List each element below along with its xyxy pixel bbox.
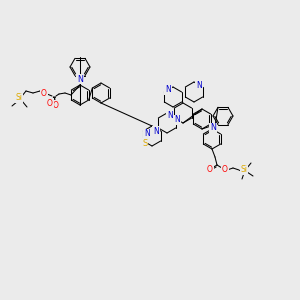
Text: O: O bbox=[41, 88, 47, 98]
Text: Si: Si bbox=[16, 94, 22, 103]
Text: N: N bbox=[167, 110, 173, 119]
Text: N: N bbox=[196, 80, 202, 89]
Text: N: N bbox=[165, 85, 171, 94]
Text: O: O bbox=[53, 100, 59, 109]
Text: S: S bbox=[142, 139, 148, 148]
Text: O: O bbox=[47, 98, 53, 107]
Text: Si: Si bbox=[241, 166, 248, 175]
Text: N: N bbox=[210, 124, 216, 133]
Text: O: O bbox=[207, 166, 213, 175]
Text: N: N bbox=[77, 74, 83, 83]
Text: O: O bbox=[222, 164, 228, 173]
Text: N: N bbox=[153, 127, 159, 136]
Text: N: N bbox=[144, 130, 150, 139]
Text: N: N bbox=[174, 116, 180, 124]
